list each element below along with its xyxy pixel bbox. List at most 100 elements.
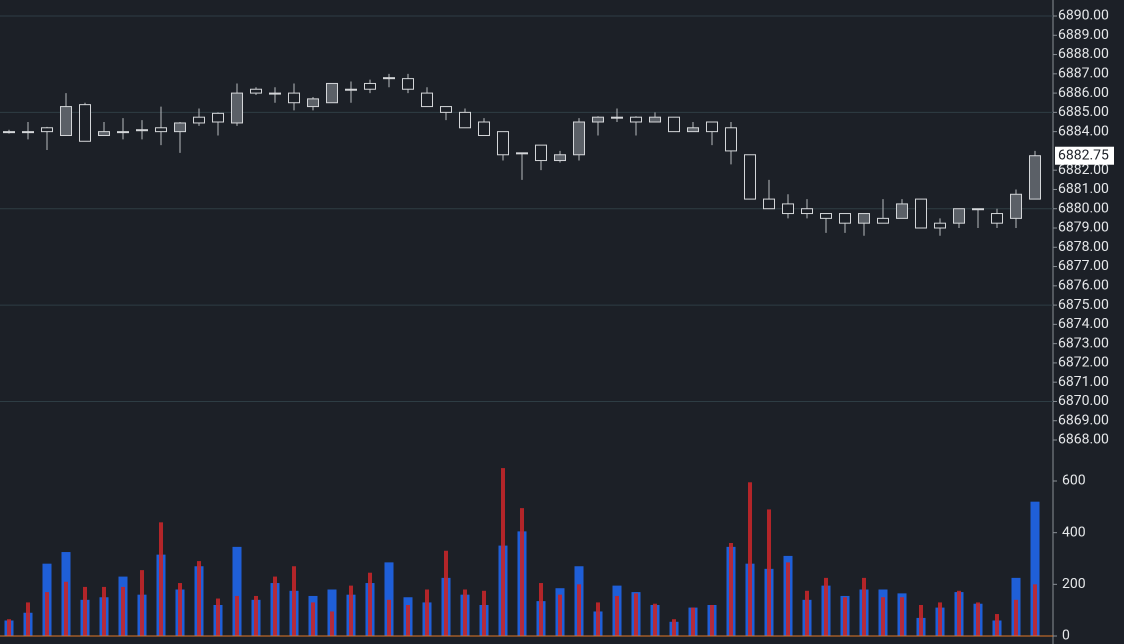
y-tick-label: 6886.00 [1058, 85, 1109, 101]
volume-bar [121, 586, 125, 636]
candle-body [991, 213, 1003, 224]
volume-bar [178, 583, 182, 636]
volume-bar [1033, 584, 1037, 636]
volume-bar [197, 561, 201, 636]
y-tick-label: 6871.00 [1058, 374, 1109, 390]
y-tick-label: 6881.00 [1058, 181, 1109, 197]
candle-body [364, 82, 376, 90]
candle-body [98, 131, 110, 136]
candle-body [953, 208, 965, 224]
volume-bar [482, 590, 486, 636]
volume-bar [615, 595, 619, 636]
candle-body [497, 131, 509, 156]
candle-body [744, 154, 756, 200]
candle-body [326, 82, 338, 104]
candle-body [611, 116, 623, 119]
y-tick-label: 6888.00 [1058, 46, 1109, 62]
y-tick-label: 0 [1062, 628, 1070, 644]
volume-bar [292, 566, 296, 636]
candle-body [79, 104, 91, 142]
volume-bar [558, 594, 562, 636]
candle-body [212, 112, 224, 123]
volume-bar [520, 508, 524, 636]
y-tick-label: 6872.00 [1058, 355, 1109, 371]
volume-bar [26, 602, 30, 636]
y-tick-label: 6874.00 [1058, 316, 1109, 332]
candle-body [288, 92, 300, 104]
candle-body [630, 116, 642, 123]
volume-bar [102, 586, 106, 636]
y-tick-label: 6884.00 [1058, 123, 1109, 139]
candle-body [801, 208, 813, 215]
volume-bar [938, 602, 942, 636]
volume-bar [767, 509, 771, 636]
volume-bar [64, 581, 68, 636]
candle-body [459, 111, 471, 129]
y-tick-label: 6879.00 [1058, 220, 1109, 236]
volume-bar [406, 605, 410, 636]
candle-body [402, 78, 414, 90]
volume-bar [843, 597, 847, 636]
candle-body [915, 198, 927, 229]
candle-body [60, 106, 72, 136]
volume-bar [349, 585, 353, 636]
volume-bar [919, 605, 923, 636]
y-tick-label: 6890.00 [1058, 8, 1109, 24]
candle-body [269, 92, 281, 95]
last-price-label: 6882.75 [1058, 147, 1109, 163]
volume-bar [273, 576, 277, 636]
volume-bar [311, 602, 315, 636]
candle-body [117, 131, 129, 134]
candle-body [877, 217, 889, 224]
volume-bar [501, 468, 505, 636]
candle-body [383, 77, 395, 80]
volume-bar [900, 597, 904, 636]
y-tick-label: 6889.00 [1058, 27, 1109, 43]
candle-body [649, 116, 661, 123]
volume-bar [881, 597, 885, 636]
volume-bar [539, 583, 543, 636]
last-price-box [1055, 146, 1114, 165]
candle-body [535, 144, 547, 162]
candle-body [687, 127, 699, 133]
y-tick-label: 6877.00 [1058, 258, 1109, 274]
volume-bar [463, 589, 467, 636]
volume-bar [1014, 599, 1018, 636]
volume-bar [1030, 501, 1040, 636]
volume-bar [672, 619, 676, 636]
volume-bar [976, 602, 980, 636]
volume-bar [691, 607, 695, 636]
volume-bar [232, 546, 242, 636]
candle-body [668, 116, 680, 133]
candle-body [820, 213, 832, 219]
volume-bar [634, 593, 638, 636]
y-tick-label: 6878.00 [1058, 239, 1109, 255]
y-tick-label: 400 [1062, 524, 1086, 540]
volume-bar [7, 619, 11, 636]
y-tick-label: 6887.00 [1058, 66, 1109, 82]
y-tick-label: 6873.00 [1058, 335, 1109, 351]
volume-bar [786, 562, 790, 636]
y-tick-label: 6876.00 [1058, 278, 1109, 294]
candle-body [440, 106, 452, 113]
volume-bar [159, 522, 163, 636]
volume-bar [140, 570, 144, 636]
candle-body [934, 222, 946, 229]
candle-body [972, 208, 984, 211]
candle-body [896, 203, 908, 219]
candle-body [725, 127, 737, 152]
candle-body [858, 213, 870, 224]
volume-bar [254, 595, 258, 636]
y-tick-label: 6885.00 [1058, 104, 1109, 120]
y-tick-label: 6869.00 [1058, 412, 1109, 428]
candle-body [706, 121, 718, 133]
candle-body [136, 129, 148, 132]
volume-bar [995, 614, 999, 636]
volume-bar [83, 586, 87, 636]
candle-body [155, 127, 167, 133]
candle-body [3, 131, 15, 134]
volume-bar [729, 543, 733, 636]
candle-body [22, 131, 34, 134]
candle-body [250, 88, 262, 94]
